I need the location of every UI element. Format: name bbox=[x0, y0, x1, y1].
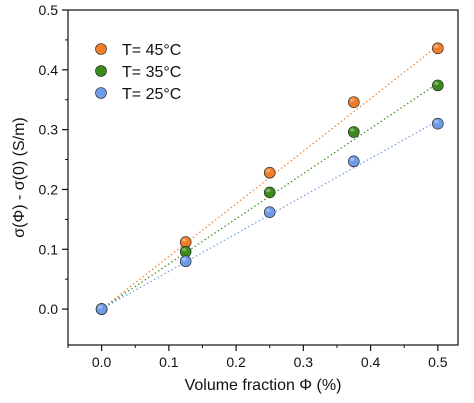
data-point bbox=[179, 255, 192, 268]
data-point-highlight bbox=[97, 305, 103, 309]
x-tick-label: 0.2 bbox=[226, 354, 246, 370]
data-point-highlight bbox=[181, 257, 187, 261]
x-tick-label: 0.5 bbox=[428, 354, 448, 370]
data-point-highlight bbox=[266, 208, 271, 212]
y-tick-label: 0.4 bbox=[39, 62, 59, 78]
data-point-highlight bbox=[434, 120, 439, 124]
legend-marker bbox=[95, 43, 107, 55]
axis-ticks bbox=[62, 9, 439, 351]
x-tick-label: 0.0 bbox=[92, 354, 112, 370]
y-tick-label: 0.0 bbox=[39, 301, 59, 317]
data-point-highlight bbox=[434, 81, 439, 85]
data-point bbox=[347, 96, 360, 108]
data-point bbox=[432, 42, 444, 55]
plot-frame bbox=[67, 9, 459, 346]
x-tick-label: 0.4 bbox=[361, 354, 381, 370]
y-tick-label: 0.5 bbox=[39, 2, 59, 18]
data-point-highlight bbox=[434, 44, 439, 48]
data-point bbox=[95, 303, 108, 315]
legend-label: T= 45°C bbox=[122, 42, 181, 59]
x-tick-label: 0.3 bbox=[294, 354, 314, 370]
data-point bbox=[263, 206, 276, 218]
data-point bbox=[432, 117, 444, 130]
data-point-highlight bbox=[266, 169, 271, 173]
y-tick-label: 0.2 bbox=[39, 181, 59, 197]
y-axis-title: σ(Φ) - σ(0) (S/m) bbox=[11, 117, 28, 238]
data-point-highlight bbox=[266, 188, 271, 193]
legend-marker bbox=[95, 87, 107, 99]
data-point bbox=[263, 166, 276, 179]
legend-label: T= 35°C bbox=[122, 64, 181, 81]
y-tick-labels: 0.0 0.1 0.2 0.3 0.4 0.5 bbox=[39, 2, 59, 317]
data-point bbox=[432, 79, 444, 92]
y-tick-label: 0.1 bbox=[39, 241, 59, 257]
legend-marker bbox=[95, 65, 107, 77]
legend-label: T= 25°C bbox=[122, 86, 181, 103]
y-tick-label: 0.3 bbox=[39, 122, 59, 138]
data-point-highlight bbox=[181, 238, 187, 242]
data-point-highlight bbox=[350, 128, 355, 132]
x-tick-labels: 0.0 0.1 0.2 0.3 0.4 0.5 bbox=[92, 354, 448, 370]
data-point bbox=[347, 155, 360, 168]
x-axis-title: Volume fraction Φ (%) bbox=[185, 377, 342, 394]
legend: T= 45°C T= 35°C T= 25°C bbox=[95, 42, 181, 103]
data-point-highlight bbox=[350, 98, 355, 102]
data-point bbox=[263, 186, 276, 199]
data-point-highlight bbox=[181, 248, 187, 252]
data-point-highlight bbox=[350, 157, 355, 161]
x-tick-label: 0.1 bbox=[159, 354, 179, 370]
data-points bbox=[95, 42, 444, 315]
data-point bbox=[347, 126, 360, 138]
